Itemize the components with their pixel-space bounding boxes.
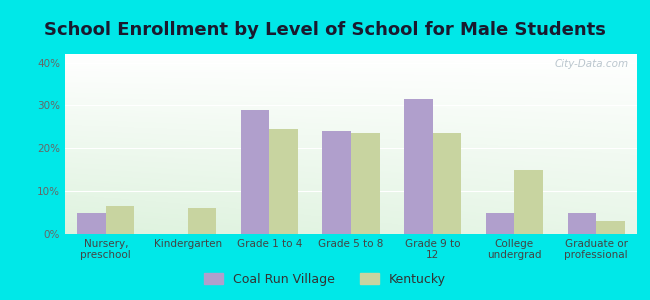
Text: City-Data.com: City-Data.com xyxy=(554,59,629,69)
Bar xyxy=(77,213,106,234)
Bar xyxy=(486,213,514,234)
Bar xyxy=(240,110,269,234)
Bar xyxy=(106,206,135,234)
Bar xyxy=(322,131,351,234)
Bar xyxy=(351,133,380,234)
Text: School Enrollment by Level of School for Male Students: School Enrollment by Level of School for… xyxy=(44,21,606,39)
Bar xyxy=(596,221,625,234)
Bar xyxy=(188,208,216,234)
Bar xyxy=(433,133,462,234)
Bar xyxy=(514,170,543,234)
Legend: Coal Run Village, Kentucky: Coal Run Village, Kentucky xyxy=(200,268,450,291)
Bar xyxy=(404,99,433,234)
Bar xyxy=(269,129,298,234)
Bar xyxy=(567,213,596,234)
